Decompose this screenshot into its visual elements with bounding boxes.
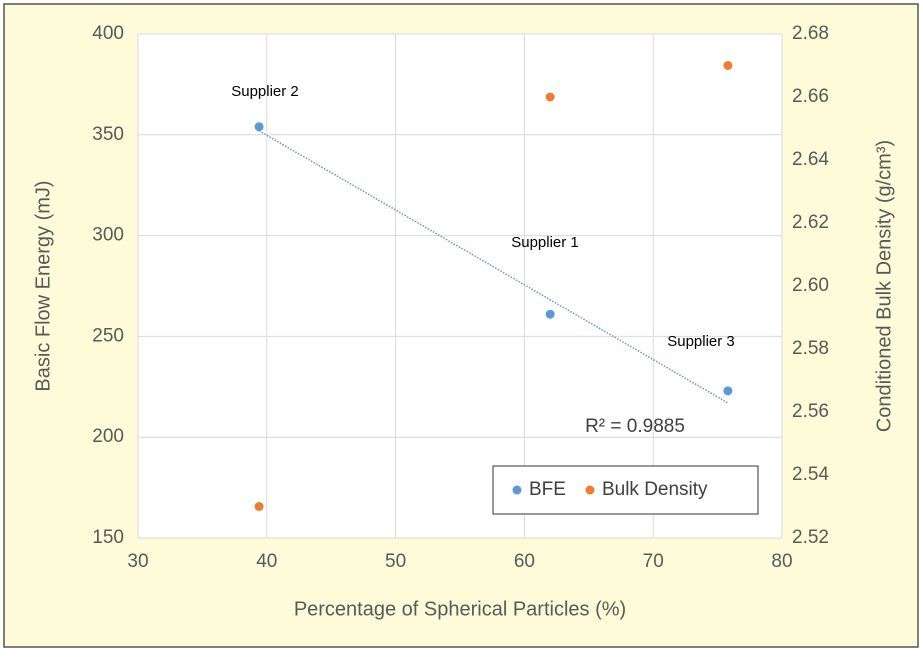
y2-tick-label: 2.60 — [792, 275, 829, 296]
y2-tick-label: 2.54 — [792, 464, 829, 485]
annotation: Supplier 2 — [231, 83, 299, 100]
x-tick-label: 80 — [771, 551, 792, 572]
x-axis-label: Percentage of Spherical Particles (%) — [294, 598, 626, 620]
y2-axis-label: Conditioned Bulk Density (g/cm³) — [873, 140, 895, 432]
legend — [492, 465, 759, 515]
x-tick-label: 30 — [127, 551, 148, 572]
y2-tick-label: 2.64 — [792, 149, 829, 170]
y2-tick-label: 2.52 — [792, 527, 829, 548]
annotation: Supplier 3 — [667, 333, 735, 350]
y2-tick-label: 2.56 — [792, 401, 829, 422]
y2-tick-label: 2.66 — [792, 86, 829, 107]
annotation: Supplier 1 — [511, 234, 579, 251]
x-tick-label: 50 — [385, 551, 406, 572]
y2-tick-label: 2.58 — [792, 338, 829, 359]
x-tick-label: 70 — [643, 551, 664, 572]
y2-tick-label: 2.62 — [792, 212, 829, 233]
legend-label: Bulk Density — [602, 479, 708, 500]
legend-label: BFE — [529, 479, 566, 500]
y-tick-label: 350 — [92, 124, 124, 145]
y-tick-label: 250 — [92, 325, 124, 346]
y-tick-label: 200 — [92, 426, 124, 447]
point — [723, 61, 733, 70]
point — [254, 122, 264, 132]
x-tick-label: 60 — [514, 551, 535, 572]
annotation: R² = 0.9885 — [585, 416, 685, 437]
y2-tick-label: 2.68 — [792, 23, 829, 44]
point — [254, 502, 264, 511]
trendline — [258, 130, 729, 404]
x-tick-label: 40 — [256, 551, 277, 572]
legend-marker — [512, 485, 522, 495]
legend-marker — [585, 485, 595, 495]
point — [723, 386, 733, 396]
y-tick-label: 150 — [92, 527, 124, 548]
y-tick-label: 300 — [92, 225, 124, 246]
point — [545, 92, 555, 102]
y-axis-label: Basic Flow Energy (mJ) — [32, 180, 54, 391]
y-tick-label: 400 — [92, 23, 124, 44]
point — [545, 309, 555, 319]
plot-area — [138, 34, 782, 538]
